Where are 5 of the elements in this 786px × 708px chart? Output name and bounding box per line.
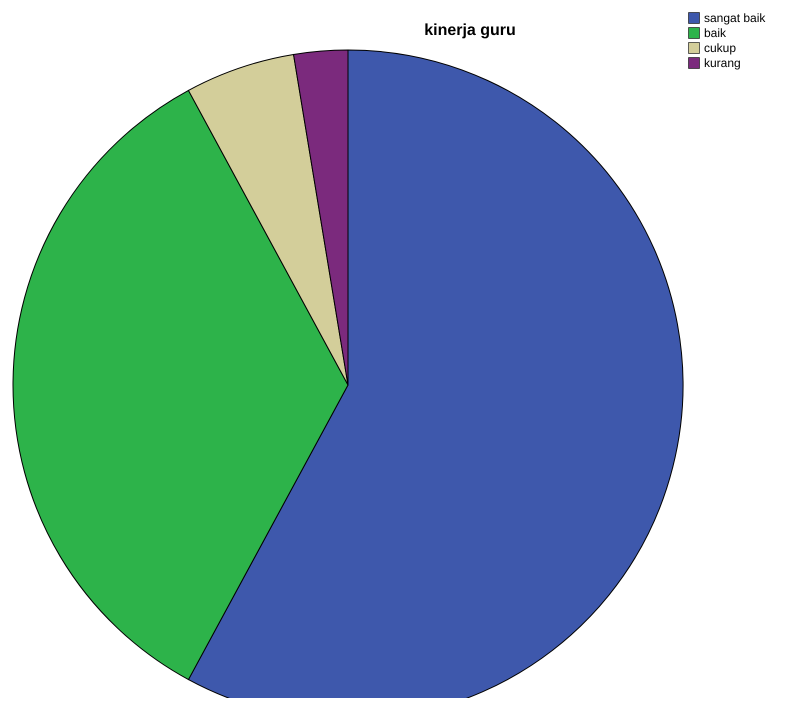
- legend-label: sangat baik: [704, 11, 766, 25]
- text: kinerja guru: [424, 22, 516, 39]
- legend-label: baik: [704, 26, 728, 40]
- legend-label: cukup: [704, 41, 736, 55]
- legend-label: kurang: [704, 56, 741, 70]
